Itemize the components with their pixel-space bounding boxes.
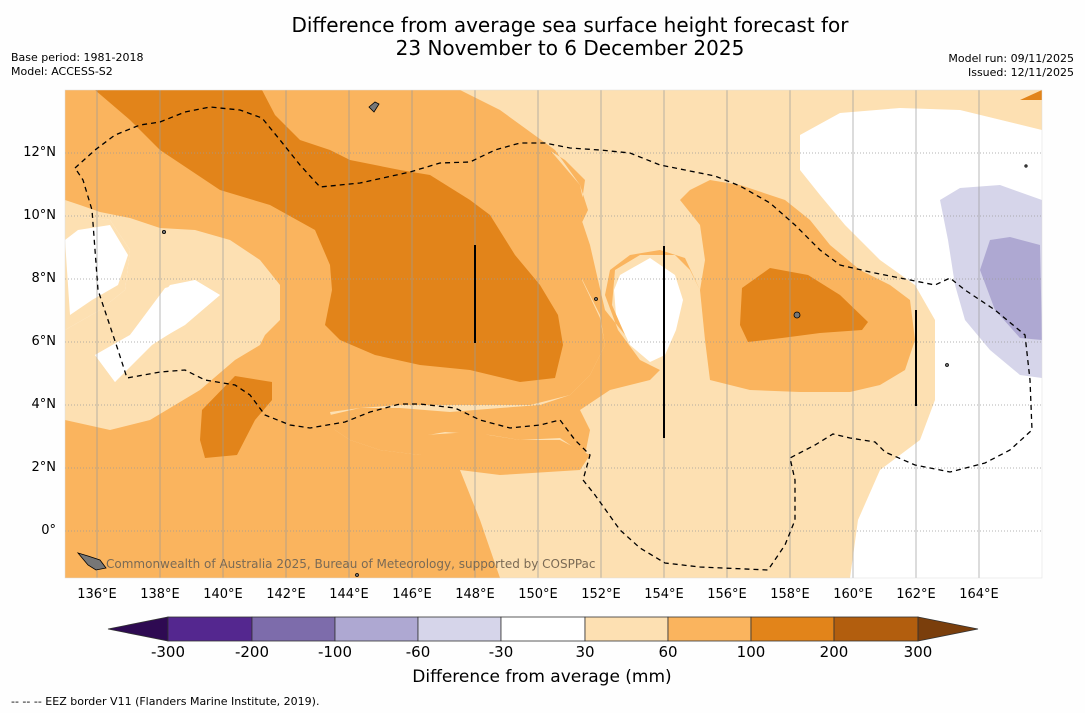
map-frame bbox=[64, 89, 1043, 579]
lat-label-4: 4°N bbox=[31, 397, 57, 412]
colorbar-segment-8 bbox=[750, 616, 835, 642]
colorbar-tick: -60 bbox=[405, 643, 431, 661]
island-east-atoll bbox=[793, 311, 801, 319]
lon-label-164: 164°E bbox=[959, 587, 999, 602]
title-line-2: 23 November to 6 December 2025 bbox=[395, 36, 745, 60]
lon-label-136: 136°E bbox=[77, 587, 117, 602]
colorbar-tick: -100 bbox=[317, 643, 353, 661]
model-run: Model run: 09/11/2025 bbox=[948, 52, 1074, 65]
field-100-200-southwest bbox=[200, 376, 272, 458]
credit-text: Commonwealth of Australia 2025, Bureau o… bbox=[106, 557, 596, 571]
lat-label-0: 0° bbox=[41, 523, 56, 538]
field-100-200-east bbox=[740, 268, 868, 342]
lon-label-162: 162°E bbox=[896, 587, 936, 602]
island-west bbox=[161, 229, 166, 234]
field-60-100-main bbox=[65, 90, 915, 455]
field-white-center bbox=[614, 258, 683, 362]
colorbar-extend-max bbox=[917, 616, 979, 642]
model-name: Model: ACCESS-S2 bbox=[11, 65, 113, 78]
lon-label-160: 160°E bbox=[833, 587, 873, 602]
lon-label-146: 146°E bbox=[392, 587, 432, 602]
colorbar-tick: -200 bbox=[234, 643, 270, 661]
colorbar-segment-3 bbox=[334, 616, 419, 642]
island-north bbox=[368, 101, 380, 113]
colorbar-segment-7 bbox=[667, 616, 752, 642]
lat-label-12: 12°N bbox=[23, 145, 56, 160]
map-field bbox=[65, 90, 1042, 578]
colorbar-tick: 100 bbox=[736, 643, 766, 661]
issued-date: Issued: 12/11/2025 bbox=[967, 66, 1074, 79]
lat-label-2: 2°N bbox=[31, 460, 57, 475]
colorbar-title: Difference from average (mm) bbox=[412, 667, 672, 687]
meta-right: Model run: 09/11/2025 Issued: 12/11/2025 bbox=[948, 52, 1074, 80]
colorbar-tick: -30 bbox=[488, 643, 514, 661]
meta-left: Base period: 1981-2018 Model: ACCESS-S2 bbox=[11, 51, 143, 79]
lon-label-158: 158°E bbox=[770, 587, 810, 602]
colorbar-segment-2 bbox=[251, 616, 336, 642]
footnote: -- -- -- EEZ border V11 (Flanders Marine… bbox=[11, 695, 320, 708]
lon-label-154: 154°E bbox=[644, 587, 684, 602]
island-southwest bbox=[76, 552, 107, 571]
island-south bbox=[355, 573, 359, 577]
colorbar-tick: 200 bbox=[819, 643, 849, 661]
colorbar-segment-6 bbox=[584, 616, 669, 642]
base-period: Base period: 1981-2018 bbox=[11, 51, 144, 64]
islands bbox=[76, 101, 1028, 577]
colorbar bbox=[107, 616, 979, 642]
lon-label-156: 156°E bbox=[707, 587, 747, 602]
field-white-southwest-2 bbox=[95, 280, 220, 382]
lon-label-152: 152°E bbox=[581, 587, 621, 602]
lat-label-10: 10°N bbox=[23, 208, 56, 223]
colorbar-tick: 60 bbox=[658, 643, 678, 661]
lon-label-138: 138°E bbox=[140, 587, 180, 602]
colorbar-segment-9 bbox=[833, 616, 919, 642]
colorbar-extend-min bbox=[107, 616, 169, 642]
lon-label-150: 150°E bbox=[518, 587, 558, 602]
lon-label-140: 140°E bbox=[203, 587, 243, 602]
colorbar-segment-1 bbox=[167, 616, 253, 642]
map-title: Difference from average sea surface heig… bbox=[0, 14, 1085, 60]
eez-border bbox=[74, 106, 1033, 571]
colorbar-tick: 30 bbox=[575, 643, 595, 661]
island-northeast bbox=[1024, 164, 1028, 168]
field-100-200-main bbox=[95, 90, 563, 382]
lon-label-144: 144°E bbox=[329, 587, 369, 602]
colorbar-tick: -300 bbox=[150, 643, 186, 661]
colorbar-tick: 300 bbox=[903, 643, 933, 661]
island-center bbox=[594, 297, 598, 301]
colorbar-segment-5 bbox=[500, 616, 586, 642]
lat-label-6: 6°N bbox=[31, 334, 57, 349]
field-neg-60-100 bbox=[980, 237, 1042, 340]
lon-label-148: 148°E bbox=[455, 587, 495, 602]
field-100-200-corner bbox=[1020, 90, 1042, 100]
colorbar-segment-4 bbox=[417, 616, 502, 642]
lat-label-8: 8°N bbox=[31, 271, 57, 286]
island-far-east bbox=[945, 363, 949, 367]
title-line-1: Difference from average sea surface heig… bbox=[291, 13, 849, 37]
lon-label-142: 142°E bbox=[266, 587, 306, 602]
